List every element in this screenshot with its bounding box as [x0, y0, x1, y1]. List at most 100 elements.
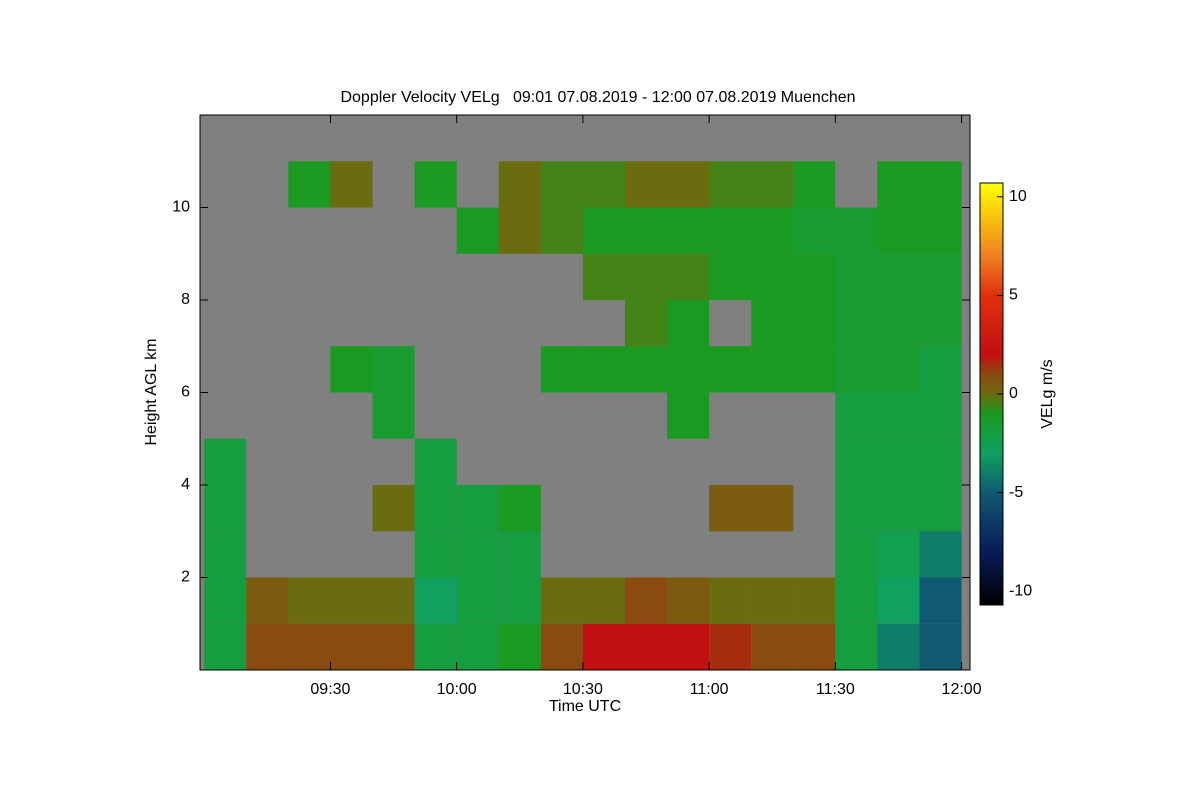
- cell: [204, 438, 247, 485]
- cell: [498, 531, 541, 578]
- cell: [456, 623, 499, 670]
- cell: [540, 623, 583, 670]
- cell: [540, 346, 583, 393]
- cell: [414, 161, 457, 208]
- cell: [372, 346, 415, 393]
- cell: [835, 392, 878, 439]
- cell: [877, 438, 920, 485]
- cell: [919, 300, 962, 347]
- cell: [751, 300, 794, 347]
- cell: [372, 485, 415, 532]
- cell: [709, 253, 752, 300]
- cell: [793, 577, 836, 624]
- x-tick-label: 09:30: [310, 681, 350, 698]
- cell: [877, 577, 920, 624]
- cell: [919, 438, 962, 485]
- cell: [877, 300, 920, 347]
- cell: [624, 253, 668, 300]
- cell: [835, 485, 878, 532]
- cell: [751, 623, 794, 670]
- cell: [835, 623, 878, 670]
- cell: [709, 346, 752, 393]
- cell: [667, 161, 710, 208]
- y-tick-label: 8: [181, 291, 190, 308]
- cell: [624, 207, 668, 254]
- colorbar-tick-label: 5: [1009, 287, 1018, 304]
- cell: [793, 207, 836, 254]
- cell: [919, 161, 962, 208]
- cell: [624, 300, 668, 347]
- cell: [288, 623, 331, 670]
- colorbar-tick-label: -5: [1009, 484, 1023, 501]
- cell: [793, 623, 836, 670]
- cell: [751, 161, 794, 208]
- x-tick-label: 12:00: [942, 681, 982, 698]
- cell: [877, 485, 920, 532]
- cell: [793, 161, 836, 208]
- cell: [330, 161, 373, 208]
- cell: [793, 253, 836, 300]
- y-axis-label: Height AGL km: [143, 338, 160, 445]
- cell: [919, 392, 962, 439]
- cell: [498, 623, 541, 670]
- cell: [877, 207, 920, 254]
- cell: [456, 577, 499, 624]
- cell: [877, 623, 920, 670]
- x-tick-label: 10:30: [563, 681, 603, 698]
- cell: [835, 253, 878, 300]
- cell: [919, 485, 962, 532]
- cell: [456, 485, 499, 532]
- cell: [751, 485, 794, 532]
- x-tick-label: 10:00: [437, 681, 477, 698]
- cell: [540, 207, 583, 254]
- cell: [582, 161, 625, 208]
- cell: [835, 577, 878, 624]
- cell: [372, 392, 415, 439]
- cell: [456, 207, 499, 254]
- cell: [709, 623, 752, 670]
- cell: [919, 346, 962, 393]
- cell: [624, 346, 668, 393]
- cell: [835, 531, 878, 578]
- cell: [877, 161, 920, 208]
- cell: [372, 623, 415, 670]
- colorbar-tick-label: 0: [1009, 385, 1018, 402]
- cell: [204, 577, 247, 624]
- y-tick-label: 2: [181, 569, 190, 586]
- cell: [919, 531, 962, 578]
- cell: [246, 623, 289, 670]
- y-tick-label: 6: [181, 384, 190, 401]
- cell: [751, 207, 794, 254]
- cell: [877, 346, 920, 393]
- cell: [414, 531, 457, 578]
- cell: [667, 300, 710, 347]
- x-axis-label: Time UTC: [549, 698, 621, 715]
- cell: [540, 577, 583, 624]
- cell: [877, 253, 920, 300]
- cell: [709, 485, 752, 532]
- cell: [709, 161, 752, 208]
- cell: [793, 346, 836, 393]
- cell: [667, 577, 710, 624]
- cell: [540, 161, 583, 208]
- cell: [919, 253, 962, 300]
- cell: [751, 577, 794, 624]
- cell: [288, 577, 331, 624]
- cell: [582, 207, 625, 254]
- cell: [877, 531, 920, 578]
- cell: [709, 577, 752, 624]
- cell: [414, 438, 457, 485]
- cell: [624, 577, 668, 624]
- cell: [667, 346, 710, 393]
- cell: [709, 207, 752, 254]
- cell: [414, 623, 457, 670]
- cell: [624, 161, 668, 208]
- cell: [582, 577, 625, 624]
- cell: [498, 207, 541, 254]
- cell: [330, 577, 373, 624]
- cell: [246, 577, 289, 624]
- cell: [372, 577, 415, 624]
- cell: [330, 623, 373, 670]
- cell: [919, 623, 962, 670]
